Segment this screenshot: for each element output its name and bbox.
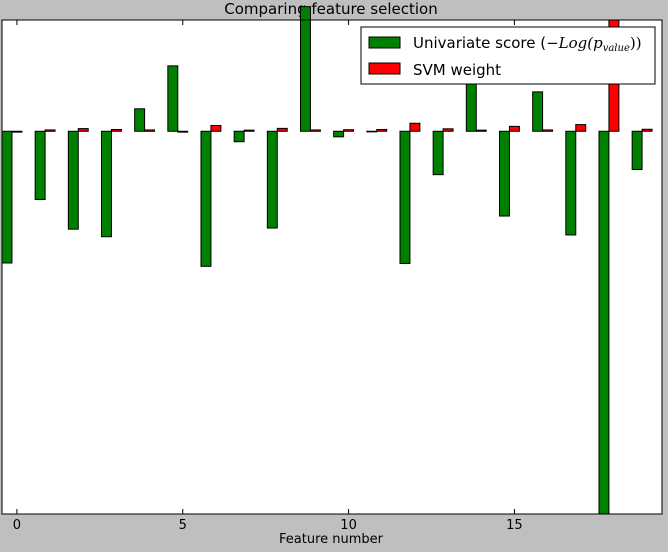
- bar-univariate-score-9: [299, 6, 311, 132]
- bar-univariate-score-11: [366, 130, 378, 133]
- bar-svm-weight-17: [575, 124, 587, 132]
- bar-univariate-score-13: [432, 130, 444, 176]
- bar-univariate-score-12: [399, 130, 411, 264]
- x-tick-label-15: 15: [506, 518, 523, 533]
- bar-univariate-score-1: [34, 130, 46, 201]
- bar-univariate-score-6: [200, 130, 212, 267]
- bar-svm-weight-10: [343, 129, 355, 132]
- plot-frame: [1, 19, 663, 515]
- bar-univariate-score-19: [631, 130, 643, 171]
- legend-label-svm: SVM weight: [413, 61, 501, 79]
- legend: Univariate score (−Log(pvalue)) SVM weig…: [360, 26, 656, 85]
- x-tick-label-10: 10: [340, 518, 357, 533]
- legend-label-univariate: Univariate score (−Log(pvalue)): [413, 34, 642, 54]
- bar-svm-weight-0: [11, 130, 23, 133]
- bar-univariate-score-17: [565, 130, 577, 236]
- bar-univariate-score-7: [233, 130, 245, 143]
- bar-svm-weight-1: [44, 129, 56, 132]
- bar-svm-weight-3: [110, 128, 122, 132]
- bar-svm-weight-19: [641, 128, 653, 132]
- bar-svm-weight-16: [542, 129, 554, 132]
- legend-swatch-univariate: [368, 36, 401, 49]
- bars-layer: [1, 6, 653, 515]
- legend-swatch-svm: [368, 62, 401, 75]
- x-tick-label-5: 5: [179, 518, 187, 533]
- bar-svm-weight-15: [508, 125, 520, 132]
- bar-svm-weight-6: [210, 124, 222, 132]
- bar-svm-weight-12: [409, 122, 421, 132]
- bar-svm-weight-5: [177, 130, 189, 133]
- bar-univariate-score-14: [465, 78, 477, 132]
- bar-svm-weight-9: [309, 129, 321, 132]
- bar-univariate-score-18: [598, 130, 610, 515]
- bar-univariate-score-15: [498, 130, 510, 217]
- x-tick-label-0: 0: [13, 518, 21, 533]
- bar-univariate-score-8: [266, 130, 278, 229]
- bar-svm-weight-13: [442, 128, 454, 132]
- bar-univariate-score-16: [532, 91, 544, 132]
- bar-univariate-score-0: [1, 130, 13, 264]
- x-axis-label: Feature number: [279, 532, 384, 547]
- bar-svm-weight-2: [77, 128, 89, 132]
- bar-svm-weight-8: [276, 127, 288, 132]
- bar-univariate-score-10: [333, 130, 345, 138]
- bar-svm-weight-4: [144, 129, 156, 132]
- x-ticks: 0 5 10 15: [13, 20, 523, 533]
- bar-univariate-score-5: [167, 65, 179, 132]
- chart-title: Comparing feature selection: [224, 0, 437, 18]
- bar-svm-weight-14: [475, 129, 487, 132]
- bar-svm-weight-11: [376, 128, 388, 132]
- bar-svm-weight-7: [243, 129, 255, 132]
- legend-box: [360, 26, 656, 85]
- bar-univariate-score-2: [67, 130, 79, 230]
- bar-univariate-score-4: [134, 108, 146, 132]
- plot-area: [2, 20, 662, 514]
- bar-univariate-score-3: [101, 130, 112, 238]
